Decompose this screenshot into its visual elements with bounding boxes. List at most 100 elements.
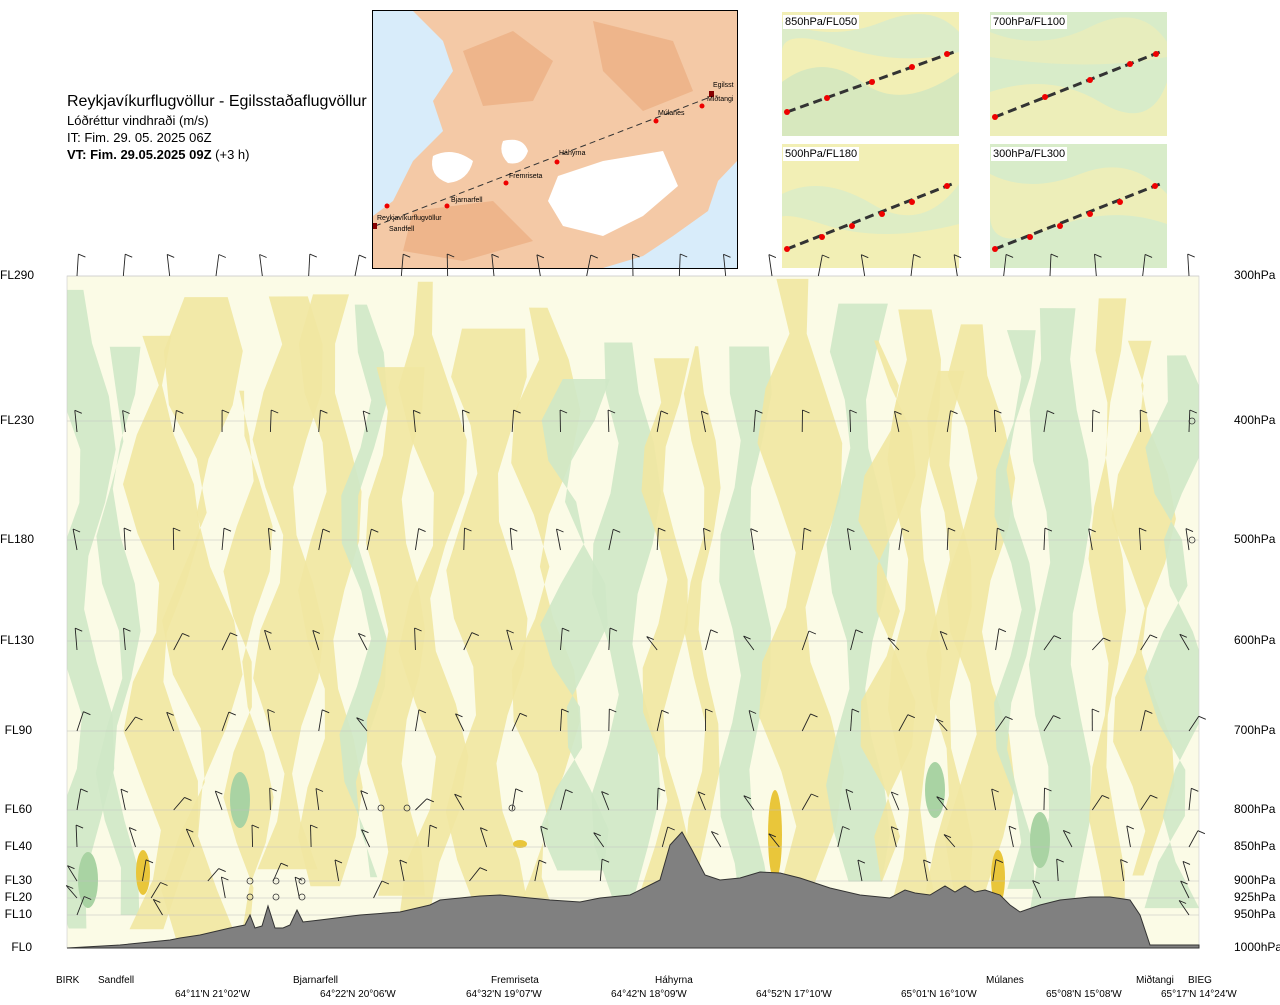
wind-barb (373, 880, 390, 899)
wind-barb (743, 635, 755, 651)
wind-barb (511, 788, 523, 811)
wind-barb (124, 716, 143, 732)
thumb-300-svg (990, 144, 1167, 268)
wind-barb (1140, 709, 1153, 732)
wind-barb (65, 885, 78, 899)
wind-barb (946, 527, 956, 551)
wind-barb (75, 824, 84, 848)
flight-level-label: FL40 (4, 839, 32, 853)
wind-barb (166, 711, 175, 732)
flight-level-label: FL60 (4, 802, 32, 816)
wind-barb (76, 788, 88, 811)
wind-barb (221, 409, 230, 433)
wind-barb (511, 409, 521, 433)
thumb-700-svg (990, 12, 1167, 136)
wind-barb (1091, 708, 1100, 732)
wind-barb (1088, 528, 1096, 551)
wind-barb (534, 859, 547, 882)
route-map-svg: Reykjavíkurflugvöllur Sandfell Bjarnarfe… (373, 11, 737, 268)
coordinate-label: 65°08'N 15°08'W (1046, 989, 1122, 1000)
wind-barb (1185, 528, 1194, 551)
wind-barb (697, 791, 706, 811)
wind-barb (845, 788, 854, 811)
wind-barb (898, 714, 915, 732)
issue-time: IT: Fim. 29. 05. 2025 06Z (67, 130, 212, 145)
thumb-700[interactable]: 700hPa/FL100 (990, 12, 1167, 136)
wind-barb (560, 789, 573, 811)
wind-barb (556, 528, 564, 551)
wind-barb (1094, 253, 1102, 277)
wind-barb (315, 788, 324, 811)
flight-level-label: FL0 (11, 940, 32, 954)
valid-time-offset: (+3 h) (215, 147, 250, 162)
hahyrna-point (554, 159, 560, 165)
wind-barb (454, 793, 465, 811)
wind-barb (362, 410, 371, 433)
pressure-level-label: 300hPa (1234, 268, 1276, 282)
pressure-level-label: 800hPa (1234, 802, 1276, 816)
wind-barb (312, 629, 320, 651)
calm-wind-marker (246, 877, 254, 885)
wind-barb (446, 253, 455, 277)
wind-barb (943, 834, 956, 848)
wind-barb (1091, 637, 1111, 651)
wind-barb (173, 409, 184, 433)
coordinate-label: 65°17'N 14°24'W (1161, 989, 1237, 1000)
wind-barb (946, 410, 958, 433)
coordinate-label: 64°32'N 19°07'W (466, 989, 542, 1000)
wind-barb (656, 709, 669, 732)
thumb-500-label: 500hPa/FL180 (783, 147, 860, 161)
wind-barb (910, 253, 921, 277)
wind-barb (607, 409, 616, 433)
wind-barb (221, 632, 238, 651)
thumb-850[interactable]: 850hPa/FL050 (782, 12, 959, 136)
wind-barb (1140, 794, 1158, 811)
wind-barb (953, 254, 962, 277)
wind-barb (1178, 900, 1190, 916)
station-label: Bjarnarfell (293, 975, 339, 986)
thumb-300[interactable]: 300hPa/FL300 (990, 144, 1167, 268)
wind-barb (123, 627, 131, 651)
map-label-mulanes: Múlanes (658, 110, 685, 117)
wind-barb (768, 833, 780, 848)
wind-barb (399, 859, 408, 882)
calm-wind-marker (1188, 536, 1196, 544)
wind-barb (463, 527, 472, 551)
wind-barb (723, 253, 731, 277)
highlands (403, 21, 693, 261)
wind-barb (593, 832, 605, 848)
wind-barb (991, 788, 999, 811)
glacier-hofsjokull (501, 139, 528, 164)
pressure-level-label: 950hPa (1234, 907, 1276, 921)
flight-level-label: FL290 (0, 268, 35, 282)
wind-barb (185, 828, 195, 848)
mulanes-point (653, 118, 659, 124)
terrain-profile (66, 831, 1200, 949)
station-label: Háhyrna (655, 975, 693, 986)
pressure-level-label: 925hPa (1234, 890, 1276, 904)
wind-barb (427, 824, 438, 848)
valid-time-bold: VT: Fim. 29.05.2025 09Z (67, 147, 212, 162)
wind-barb (1139, 409, 1148, 433)
station-label: Miðtangi (1136, 975, 1174, 986)
wind-barb (318, 409, 328, 433)
wind-barb (801, 630, 817, 651)
wind-barb (360, 790, 368, 811)
flight-level-label: FL180 (0, 532, 35, 546)
pressure-level-label: 1000hPa (1234, 940, 1280, 954)
wind-barb (1138, 527, 1147, 551)
coordinate-label: 64°42'N 18°09'W (611, 989, 687, 1000)
wind-barb (837, 826, 850, 848)
calm-wind-marker (1188, 417, 1196, 425)
wind-barb (207, 868, 226, 882)
wind-barb (267, 527, 276, 551)
wind-barb (890, 791, 900, 811)
thumb-500[interactable]: 500hPa/FL180 (782, 144, 959, 268)
flight-level-label: FL230 (0, 413, 35, 427)
glacier-vatnajokull (548, 151, 678, 236)
flight-level-label: FL90 (4, 723, 32, 737)
pressure-level-label: 600hPa (1234, 633, 1276, 647)
wind-barb (214, 790, 223, 811)
wind-barb (128, 827, 137, 848)
